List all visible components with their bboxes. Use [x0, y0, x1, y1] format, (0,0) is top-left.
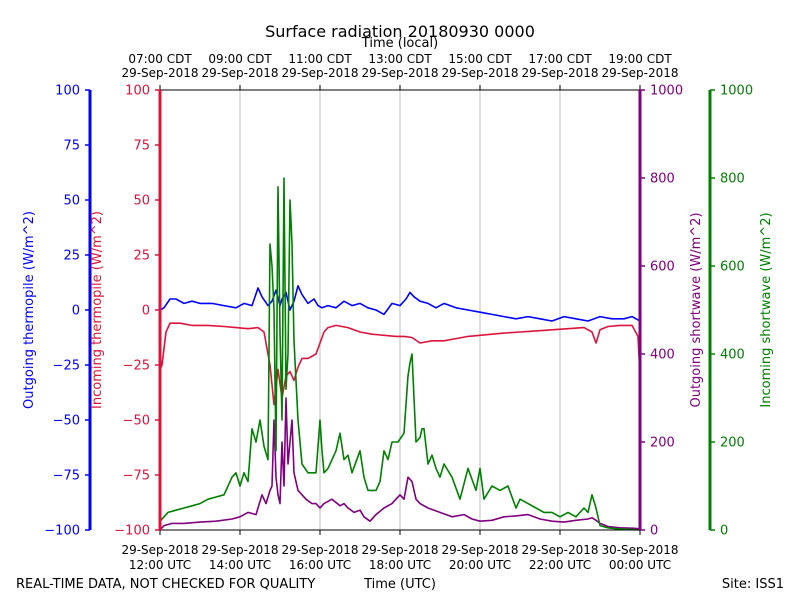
out_sw-tick-label: 0 [650, 524, 658, 539]
out_tp-tick-label: 100 [55, 84, 80, 99]
in_tp-tick-label: 25 [133, 249, 150, 264]
out_tp-tick-label: 25 [63, 249, 80, 264]
in_sw-tick-label: 600 [720, 260, 745, 275]
out_sw-tick-label: 600 [650, 260, 675, 275]
top-tick-label-time: 13:00 CDT [368, 52, 432, 66]
grid-lines [239, 90, 561, 530]
out_sw-tick-label: 800 [650, 172, 675, 187]
x-axis-label: Time (UTC) [363, 577, 436, 592]
in_tp-tick-label: −50 [123, 414, 150, 429]
x-tick-label-date: 30-Sep-2018 [601, 543, 678, 557]
series-line-out_sw [159, 397, 641, 531]
site-label: Site: ISS1 [722, 577, 784, 592]
x-tick-label-time: 12:00 UTC [129, 558, 191, 572]
top-tick-label-time: 17:00 CDT [528, 52, 592, 66]
series-line-out_tp [159, 284, 641, 322]
top-tick-label-date: 29-Sep-2018 [521, 66, 598, 80]
out_tp-tick-label: 50 [63, 194, 80, 209]
in_sw-tick-label: 800 [720, 172, 745, 187]
in_tp-tick-label: 50 [133, 194, 150, 209]
out_tp-tick-label: −75 [53, 469, 80, 484]
x-tick-label-date: 29-Sep-2018 [441, 543, 518, 557]
out_tp-axis-label: Outgoing thermopile (W/m^2) [22, 211, 37, 409]
series-line-in_sw [159, 177, 641, 531]
in_sw-tick-label: 1000 [720, 84, 753, 99]
in_tp-tick-label: −25 [123, 359, 150, 374]
top-tick-label-date: 29-Sep-2018 [121, 66, 198, 80]
in_sw-tick-label: 400 [720, 348, 745, 363]
out_tp-tick-label: 0 [72, 304, 80, 319]
top-tick-label-time: 09:00 CDT [208, 52, 272, 66]
in_tp-tick-label: −100 [114, 524, 150, 539]
in_sw-axis-label: Incoming shortwave (W/m^2) [759, 212, 774, 407]
in_sw-tick-label: 200 [720, 436, 745, 451]
x-tick-label-date: 29-Sep-2018 [281, 543, 358, 557]
x-tick-label-time: 16:00 UTC [289, 558, 351, 572]
chart-title: Surface radiation 20180930 0000 [265, 22, 535, 41]
top-tick-label-date: 29-Sep-2018 [281, 66, 358, 80]
top-axis-label: Time (local) [361, 36, 438, 51]
top-tick-label-date: 29-Sep-2018 [361, 66, 438, 80]
in_tp-tick-label: 0 [142, 304, 150, 319]
top-tick-label-date: 29-Sep-2018 [441, 66, 518, 80]
x-tick-label-time: 18:00 UTC [369, 558, 431, 572]
x-tick-label-time: 00:00 UTC [609, 558, 671, 572]
series-lines [159, 177, 641, 531]
in_sw-tick-label: 0 [720, 524, 728, 539]
x-tick-label-date: 29-Sep-2018 [121, 543, 198, 557]
x-tick-label-date: 29-Sep-2018 [521, 543, 598, 557]
top-tick-label-time: 15:00 CDT [448, 52, 512, 66]
x-tick-label-time: 22:00 UTC [529, 558, 591, 572]
x-tick-label-time: 20:00 UTC [449, 558, 511, 572]
out_tp-tick-label: 75 [63, 139, 80, 154]
in_tp-tick-label: −75 [123, 469, 150, 484]
quality-note: REAL-TIME DATA, NOT CHECKED FOR QUALITY [16, 577, 315, 592]
in_tp-tick-label: 100 [125, 84, 150, 99]
out_tp-tick-label: −100 [44, 524, 80, 539]
x-tick-label-date: 29-Sep-2018 [361, 543, 438, 557]
out_sw-axis-label: Outgoing shortwave (W/m^2) [689, 212, 704, 407]
x-tick-label-time: 14:00 UTC [209, 558, 271, 572]
top-tick-label-date: 29-Sep-2018 [201, 66, 278, 80]
series-line-in_tp [159, 322, 641, 406]
out_tp-tick-label: −25 [53, 359, 80, 374]
top-tick-label-time: 07:00 CDT [128, 52, 192, 66]
in_tp-tick-label: 75 [133, 139, 150, 154]
top-tick-label-time: 19:00 CDT [608, 52, 672, 66]
top-tick-label-time: 11:00 CDT [288, 52, 352, 66]
out_sw-tick-label: 200 [650, 436, 675, 451]
out_sw-tick-label: 1000 [650, 84, 683, 99]
out_tp-tick-label: −50 [53, 414, 80, 429]
top-tick-label-date: 29-Sep-2018 [601, 66, 678, 80]
x-tick-label-date: 29-Sep-2018 [201, 543, 278, 557]
out_sw-tick-label: 400 [650, 348, 675, 363]
in_tp-axis-label: Incoming thermopile (W/m^2) [90, 211, 105, 409]
